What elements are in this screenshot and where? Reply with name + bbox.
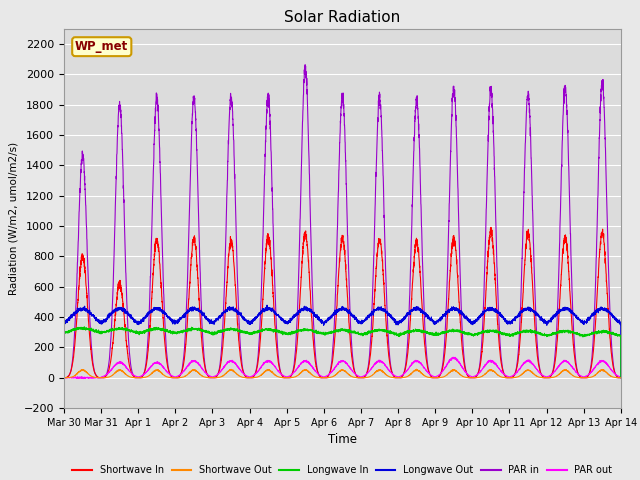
Longwave Out bbox=[467, 320, 475, 325]
Line: Longwave In: Longwave In bbox=[64, 327, 621, 378]
PAR in bbox=[160, 300, 168, 306]
Title: Solar Radiation: Solar Radiation bbox=[284, 10, 401, 25]
PAR out bbox=[161, 366, 168, 372]
Shortwave In bbox=[616, 375, 624, 381]
Longwave In bbox=[616, 333, 624, 338]
PAR out bbox=[436, 371, 444, 377]
Longwave Out bbox=[60, 320, 68, 325]
Longwave In bbox=[617, 375, 625, 381]
Longwave Out bbox=[436, 316, 444, 322]
Longwave Out bbox=[617, 375, 625, 381]
Shortwave In bbox=[499, 368, 507, 374]
Shortwave In bbox=[160, 331, 168, 336]
Shortwave In bbox=[617, 375, 625, 381]
Shortwave Out bbox=[467, 375, 475, 381]
PAR in bbox=[322, 375, 330, 381]
PAR in bbox=[467, 375, 475, 381]
Shortwave Out bbox=[436, 374, 444, 380]
PAR in bbox=[499, 367, 507, 373]
Longwave Out bbox=[160, 309, 168, 314]
Line: Shortwave In: Shortwave In bbox=[64, 228, 621, 378]
Longwave Out bbox=[616, 320, 624, 325]
PAR in bbox=[616, 375, 624, 381]
X-axis label: Time: Time bbox=[328, 433, 357, 446]
PAR out bbox=[499, 370, 507, 376]
Shortwave In bbox=[322, 375, 330, 381]
Longwave In bbox=[322, 330, 330, 336]
Longwave In bbox=[467, 331, 475, 337]
Longwave In bbox=[81, 324, 88, 330]
PAR in bbox=[617, 375, 625, 381]
Y-axis label: Radiation (W/m2, umol/m2/s): Radiation (W/m2, umol/m2/s) bbox=[8, 142, 18, 295]
Shortwave Out bbox=[499, 374, 507, 380]
Line: PAR out: PAR out bbox=[64, 357, 621, 379]
Longwave Out bbox=[499, 315, 507, 321]
Shortwave In bbox=[467, 375, 475, 381]
Shortwave In bbox=[487, 225, 495, 230]
Longwave Out bbox=[263, 302, 271, 308]
PAR out bbox=[468, 373, 476, 379]
Longwave In bbox=[499, 331, 507, 336]
Shortwave Out bbox=[413, 366, 420, 372]
Shortwave Out bbox=[616, 375, 624, 381]
Longwave In bbox=[60, 329, 68, 335]
Longwave In bbox=[161, 326, 168, 332]
Text: WP_met: WP_met bbox=[75, 40, 129, 53]
Legend: Shortwave In, Shortwave Out, Longwave In, Longwave Out, PAR in, PAR out: Shortwave In, Shortwave Out, Longwave In… bbox=[68, 461, 616, 479]
Shortwave In bbox=[60, 375, 68, 381]
PAR out bbox=[617, 375, 625, 381]
PAR in bbox=[436, 372, 444, 377]
Line: PAR in: PAR in bbox=[64, 65, 621, 378]
PAR out bbox=[60, 375, 68, 381]
Longwave Out bbox=[322, 319, 330, 324]
PAR in bbox=[301, 62, 309, 68]
Line: Longwave Out: Longwave Out bbox=[64, 305, 621, 378]
PAR out bbox=[616, 374, 624, 380]
PAR out bbox=[80, 376, 88, 382]
Shortwave Out bbox=[617, 375, 625, 381]
Shortwave In bbox=[436, 372, 444, 378]
PAR out bbox=[322, 373, 330, 379]
Line: Shortwave Out: Shortwave Out bbox=[64, 369, 621, 378]
PAR in bbox=[60, 375, 68, 381]
PAR out bbox=[450, 354, 458, 360]
Longwave In bbox=[436, 331, 444, 336]
Shortwave Out bbox=[322, 375, 330, 381]
Shortwave Out bbox=[60, 375, 68, 381]
Shortwave Out bbox=[160, 372, 168, 378]
